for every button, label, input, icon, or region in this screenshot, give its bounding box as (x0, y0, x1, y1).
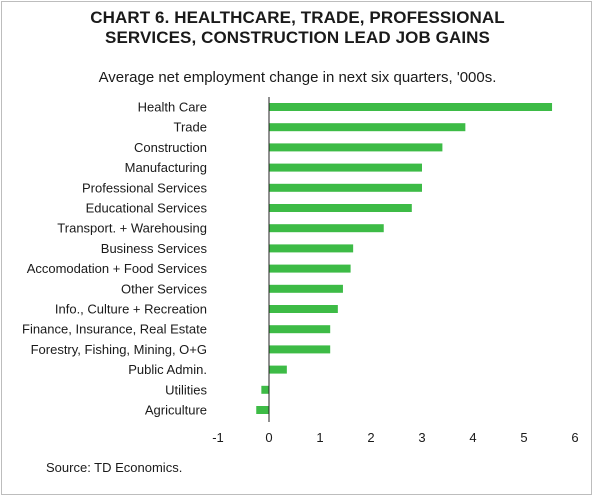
bar (269, 284, 343, 293)
x-tick-label: 1 (316, 430, 323, 445)
bar (269, 264, 351, 273)
x-tick-label: 3 (418, 430, 425, 445)
category-label: Professional Services (82, 180, 207, 195)
chart-title-line-2: SERVICES, CONSTRUCTION LEAD JOB GAINS (105, 28, 490, 47)
category-label: Forestry, Fishing, Mining, O+G (31, 342, 207, 357)
bar (256, 406, 269, 414)
bar (269, 123, 466, 132)
category-label: Health Care (138, 100, 207, 115)
category-label: Business Services (101, 241, 208, 256)
category-label: Agriculture (145, 403, 207, 418)
category-label: Trade (174, 120, 207, 135)
x-tick-label: 0 (265, 430, 272, 445)
chart-title: CHART 6. HEALTHCARE, TRADE, PROFESSIONAL… (0, 8, 595, 48)
category-label: Info., Culture + Recreation (55, 302, 207, 317)
bar (269, 345, 331, 354)
x-tick-label: 4 (469, 430, 476, 445)
bar (269, 143, 443, 152)
bar (269, 224, 384, 233)
x-tick-label: 5 (520, 430, 527, 445)
category-label: Other Services (121, 281, 207, 296)
category-label: Construction (134, 140, 207, 155)
bar (269, 244, 354, 253)
category-label: Public Admin. (128, 362, 207, 377)
bar (269, 183, 422, 192)
bar (269, 204, 412, 212)
source-note: Source: TD Economics. (46, 460, 183, 475)
x-tick-label: 2 (367, 430, 374, 445)
bar (269, 103, 553, 111)
bar (269, 163, 422, 172)
x-tick-label: 6 (571, 430, 578, 445)
bar (261, 385, 269, 394)
category-label: Manufacturing (125, 160, 207, 175)
category-label: Educational Services (86, 201, 208, 216)
bar (269, 365, 287, 374)
bar (269, 325, 331, 334)
chart-subtitle: Average net employment change in next si… (98, 69, 497, 86)
category-label: Finance, Insurance, Real Estate (22, 322, 207, 337)
x-tick-label: -1 (212, 430, 224, 445)
chart-title-line-1: CHART 6. HEALTHCARE, TRADE, PROFESSIONAL (90, 8, 505, 27)
bar (269, 305, 338, 313)
category-label: Accomodation + Food Services (27, 261, 208, 276)
category-label: Utilities (165, 382, 207, 397)
category-label: Transport. + Warehousing (57, 221, 207, 236)
